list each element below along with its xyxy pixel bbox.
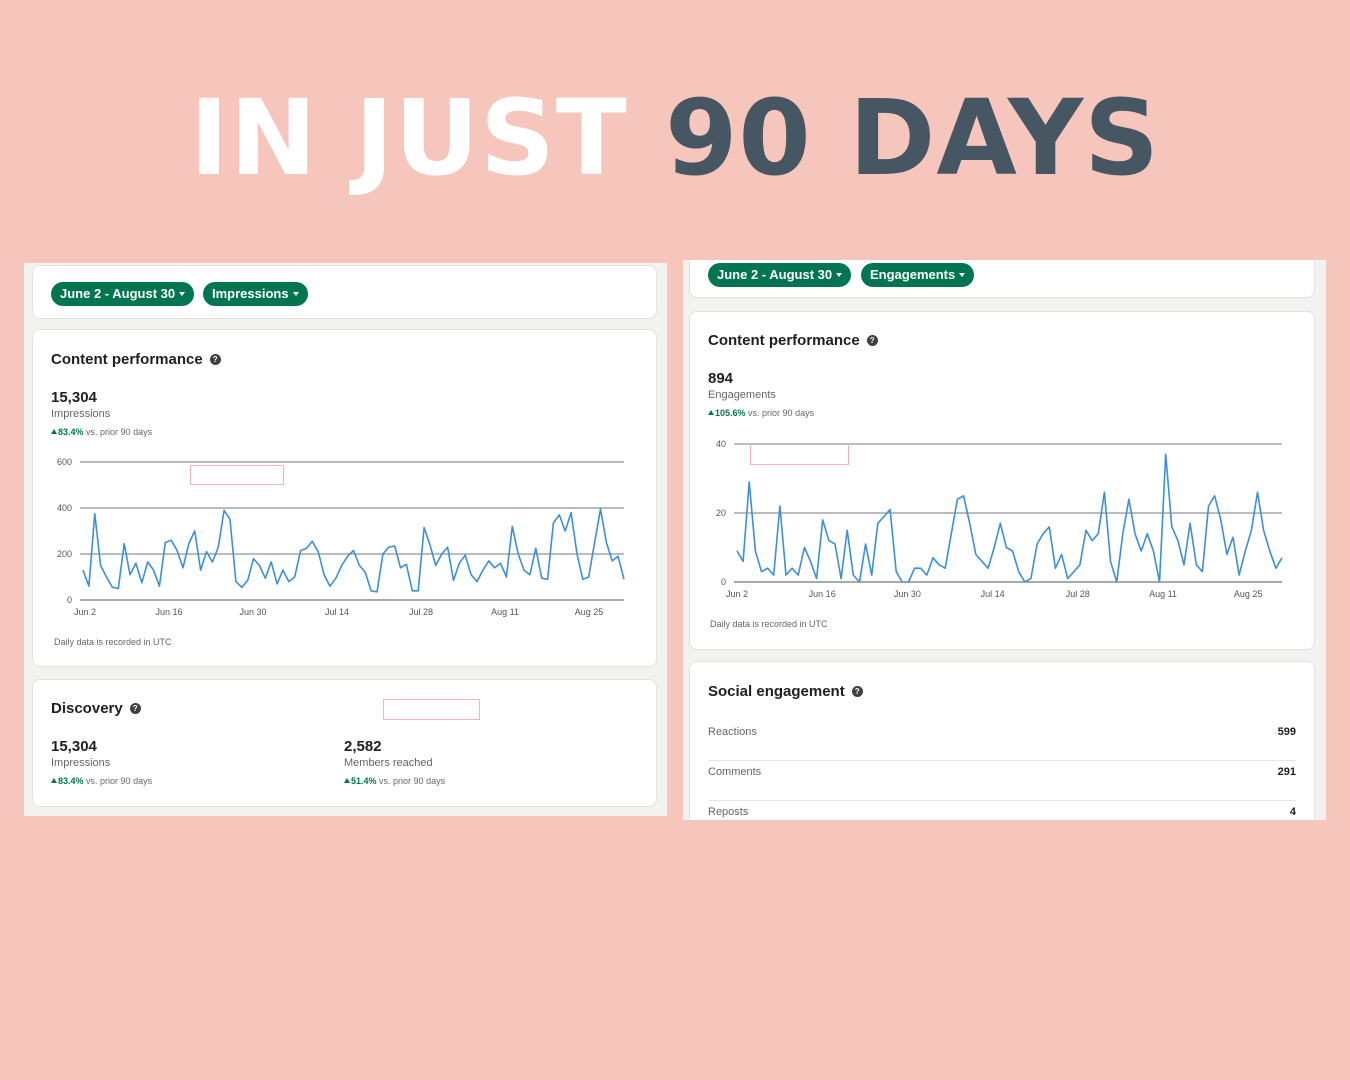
x-tick-label: Jul 28 xyxy=(409,607,433,617)
x-tick-label: Aug 11 xyxy=(491,607,519,617)
x-tick-label: Aug 25 xyxy=(575,607,604,617)
row-value: 4 xyxy=(1289,806,1296,818)
members-reached-value: 2,582 xyxy=(344,738,382,755)
reactions-row[interactable]: Reactions 599 xyxy=(708,720,1296,761)
discovery-card: Discovery ? 15,304 Impressions 83.4% vs.… xyxy=(32,679,657,807)
date-range-dropdown[interactable]: June 2 - August 30 xyxy=(51,282,195,306)
series-line xyxy=(82,508,625,593)
x-tick-label: Jun 2 xyxy=(726,589,748,599)
discovery-title: Discovery ? xyxy=(51,700,141,717)
metric-label: Impressions xyxy=(212,286,289,301)
impressions-delta: 83.4% vs. prior 90 days xyxy=(51,427,152,437)
discovery-impressions-value: 15,304 xyxy=(51,738,97,755)
y-tick-label: 600 xyxy=(57,457,72,467)
x-tick-label: Jun 2 xyxy=(74,607,96,617)
caret-down-icon xyxy=(959,273,966,277)
row-label: Reactions xyxy=(708,726,757,738)
selection-marker xyxy=(190,465,284,485)
row-value: 291 xyxy=(1277,766,1296,778)
up-arrow-icon xyxy=(51,429,57,434)
caret-down-icon xyxy=(179,292,186,296)
x-tick-label: Aug 25 xyxy=(1234,589,1263,599)
x-tick-label: Jun 30 xyxy=(894,589,921,599)
metric-label: Engagements xyxy=(870,267,956,282)
delta-suffix: vs. prior 90 days xyxy=(86,427,153,437)
card-title-text: Discovery xyxy=(51,700,123,717)
caret-down-icon xyxy=(292,292,299,296)
selection-marker xyxy=(383,699,480,720)
delta-percent: 83.4% xyxy=(58,776,84,786)
members-reached-delta: 51.4% vs. prior 90 days xyxy=(344,776,445,786)
comments-row[interactable]: Comments 291 xyxy=(708,760,1296,801)
impressions-value: 15,304 xyxy=(51,389,97,406)
content-performance-title: Content performance ? xyxy=(51,351,221,368)
metric-dropdown[interactable]: Engagements xyxy=(861,263,975,287)
content-performance-title: Content performance ? xyxy=(708,332,878,349)
up-arrow-icon xyxy=(708,410,714,415)
y-tick-label: 40 xyxy=(716,439,726,449)
help-icon[interactable]: ? xyxy=(209,354,221,365)
y-tick-label: 0 xyxy=(67,595,72,605)
content-performance-card: Content performance ? 894 Engagements 10… xyxy=(689,311,1315,650)
up-arrow-icon xyxy=(51,778,57,783)
utc-note: Daily data is recorded in UTC xyxy=(710,619,828,629)
card-title-text: Social engagement xyxy=(708,683,845,700)
x-tick-label: Jun 16 xyxy=(809,589,836,599)
metric-dropdown[interactable]: Impressions xyxy=(203,282,308,306)
impressions-label: Impressions xyxy=(51,408,111,420)
series-line xyxy=(736,453,1283,583)
delta-suffix: vs. prior 90 days xyxy=(748,408,815,418)
discovery-impressions-label: Impressions xyxy=(51,757,111,769)
headline-part1: IN JUST xyxy=(189,77,628,199)
help-icon[interactable]: ? xyxy=(866,335,878,346)
help-icon[interactable]: ? xyxy=(129,703,141,714)
x-tick-label: Jun 16 xyxy=(155,607,182,617)
delta-suffix: vs. prior 90 days xyxy=(86,776,153,786)
content-performance-card: Content performance ? 15,304 Impressions… xyxy=(32,329,657,667)
engagements-value: 894 xyxy=(708,370,734,387)
selection-marker xyxy=(750,444,849,465)
x-tick-label: Jul 14 xyxy=(981,589,1005,599)
social-engagement-title: Social engagement ? xyxy=(708,683,863,700)
y-tick-label: 400 xyxy=(57,503,72,513)
utc-note: Daily data is recorded in UTC xyxy=(54,637,172,647)
y-tick-label: 200 xyxy=(57,549,72,559)
y-tick-label: 0 xyxy=(721,577,726,587)
date-range-label: June 2 - August 30 xyxy=(717,267,833,282)
engagements-delta: 105.6% vs. prior 90 days xyxy=(708,408,814,418)
up-arrow-icon xyxy=(344,778,350,783)
date-range-label: June 2 - August 30 xyxy=(60,286,176,301)
card-title-text: Content performance xyxy=(708,332,860,349)
delta-percent: 51.4% xyxy=(351,776,377,786)
row-label: Comments xyxy=(708,766,762,778)
x-tick-label: Jul 28 xyxy=(1066,589,1090,599)
headline-part2: 90 DAYS xyxy=(665,77,1161,199)
discovery-impressions-delta: 83.4% vs. prior 90 days xyxy=(51,776,152,786)
help-icon[interactable]: ? xyxy=(851,686,863,697)
headline: IN JUST 90 DAYS xyxy=(0,78,1350,198)
x-tick-label: Jun 30 xyxy=(239,607,266,617)
delta-percent: 105.6% xyxy=(715,408,746,418)
engagements-label: Engagements xyxy=(708,389,776,401)
caret-down-icon xyxy=(836,273,843,277)
x-tick-label: Jul 14 xyxy=(325,607,349,617)
row-label: Reposts xyxy=(708,806,749,818)
social-engagement-card: Social engagement ? Reactions 599 Commen… xyxy=(689,661,1315,820)
delta-suffix: vs. prior 90 days xyxy=(379,776,446,786)
filter-bar: June 2 - August 30 Impressions xyxy=(32,265,657,319)
card-title-text: Content performance xyxy=(51,351,203,368)
y-tick-label: 20 xyxy=(716,508,726,518)
right-screenshot: June 2 - August 30 Engagements Content p… xyxy=(683,260,1326,820)
engagements-line-chart: 0 20 40 Jun 2 Jun 16 Jun 30 Jul 14 Jul 28 Aug 11… xyxy=(716,439,1283,599)
filter-bar: June 2 - August 30 Engagements xyxy=(689,260,1315,298)
delta-percent: 83.4% xyxy=(58,427,84,437)
date-range-dropdown[interactable]: June 2 - August 30 xyxy=(708,263,852,287)
row-value: 599 xyxy=(1277,726,1296,738)
reposts-row[interactable]: Reposts 4 xyxy=(708,800,1296,820)
x-tick-label: Aug 11 xyxy=(1149,589,1177,599)
members-reached-label: Members reached xyxy=(344,757,433,769)
impressions-line-chart: 0 200 400 600 Jun 2 Jun 16 Jun 30 Jul 14 Jul 28 A… xyxy=(57,457,625,617)
left-screenshot: June 2 - August 30 Impressions Content p… xyxy=(24,263,667,816)
